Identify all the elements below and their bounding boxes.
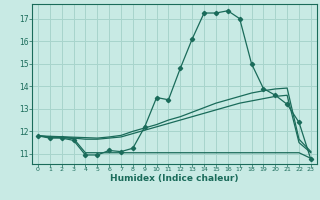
X-axis label: Humidex (Indice chaleur): Humidex (Indice chaleur)	[110, 174, 239, 183]
